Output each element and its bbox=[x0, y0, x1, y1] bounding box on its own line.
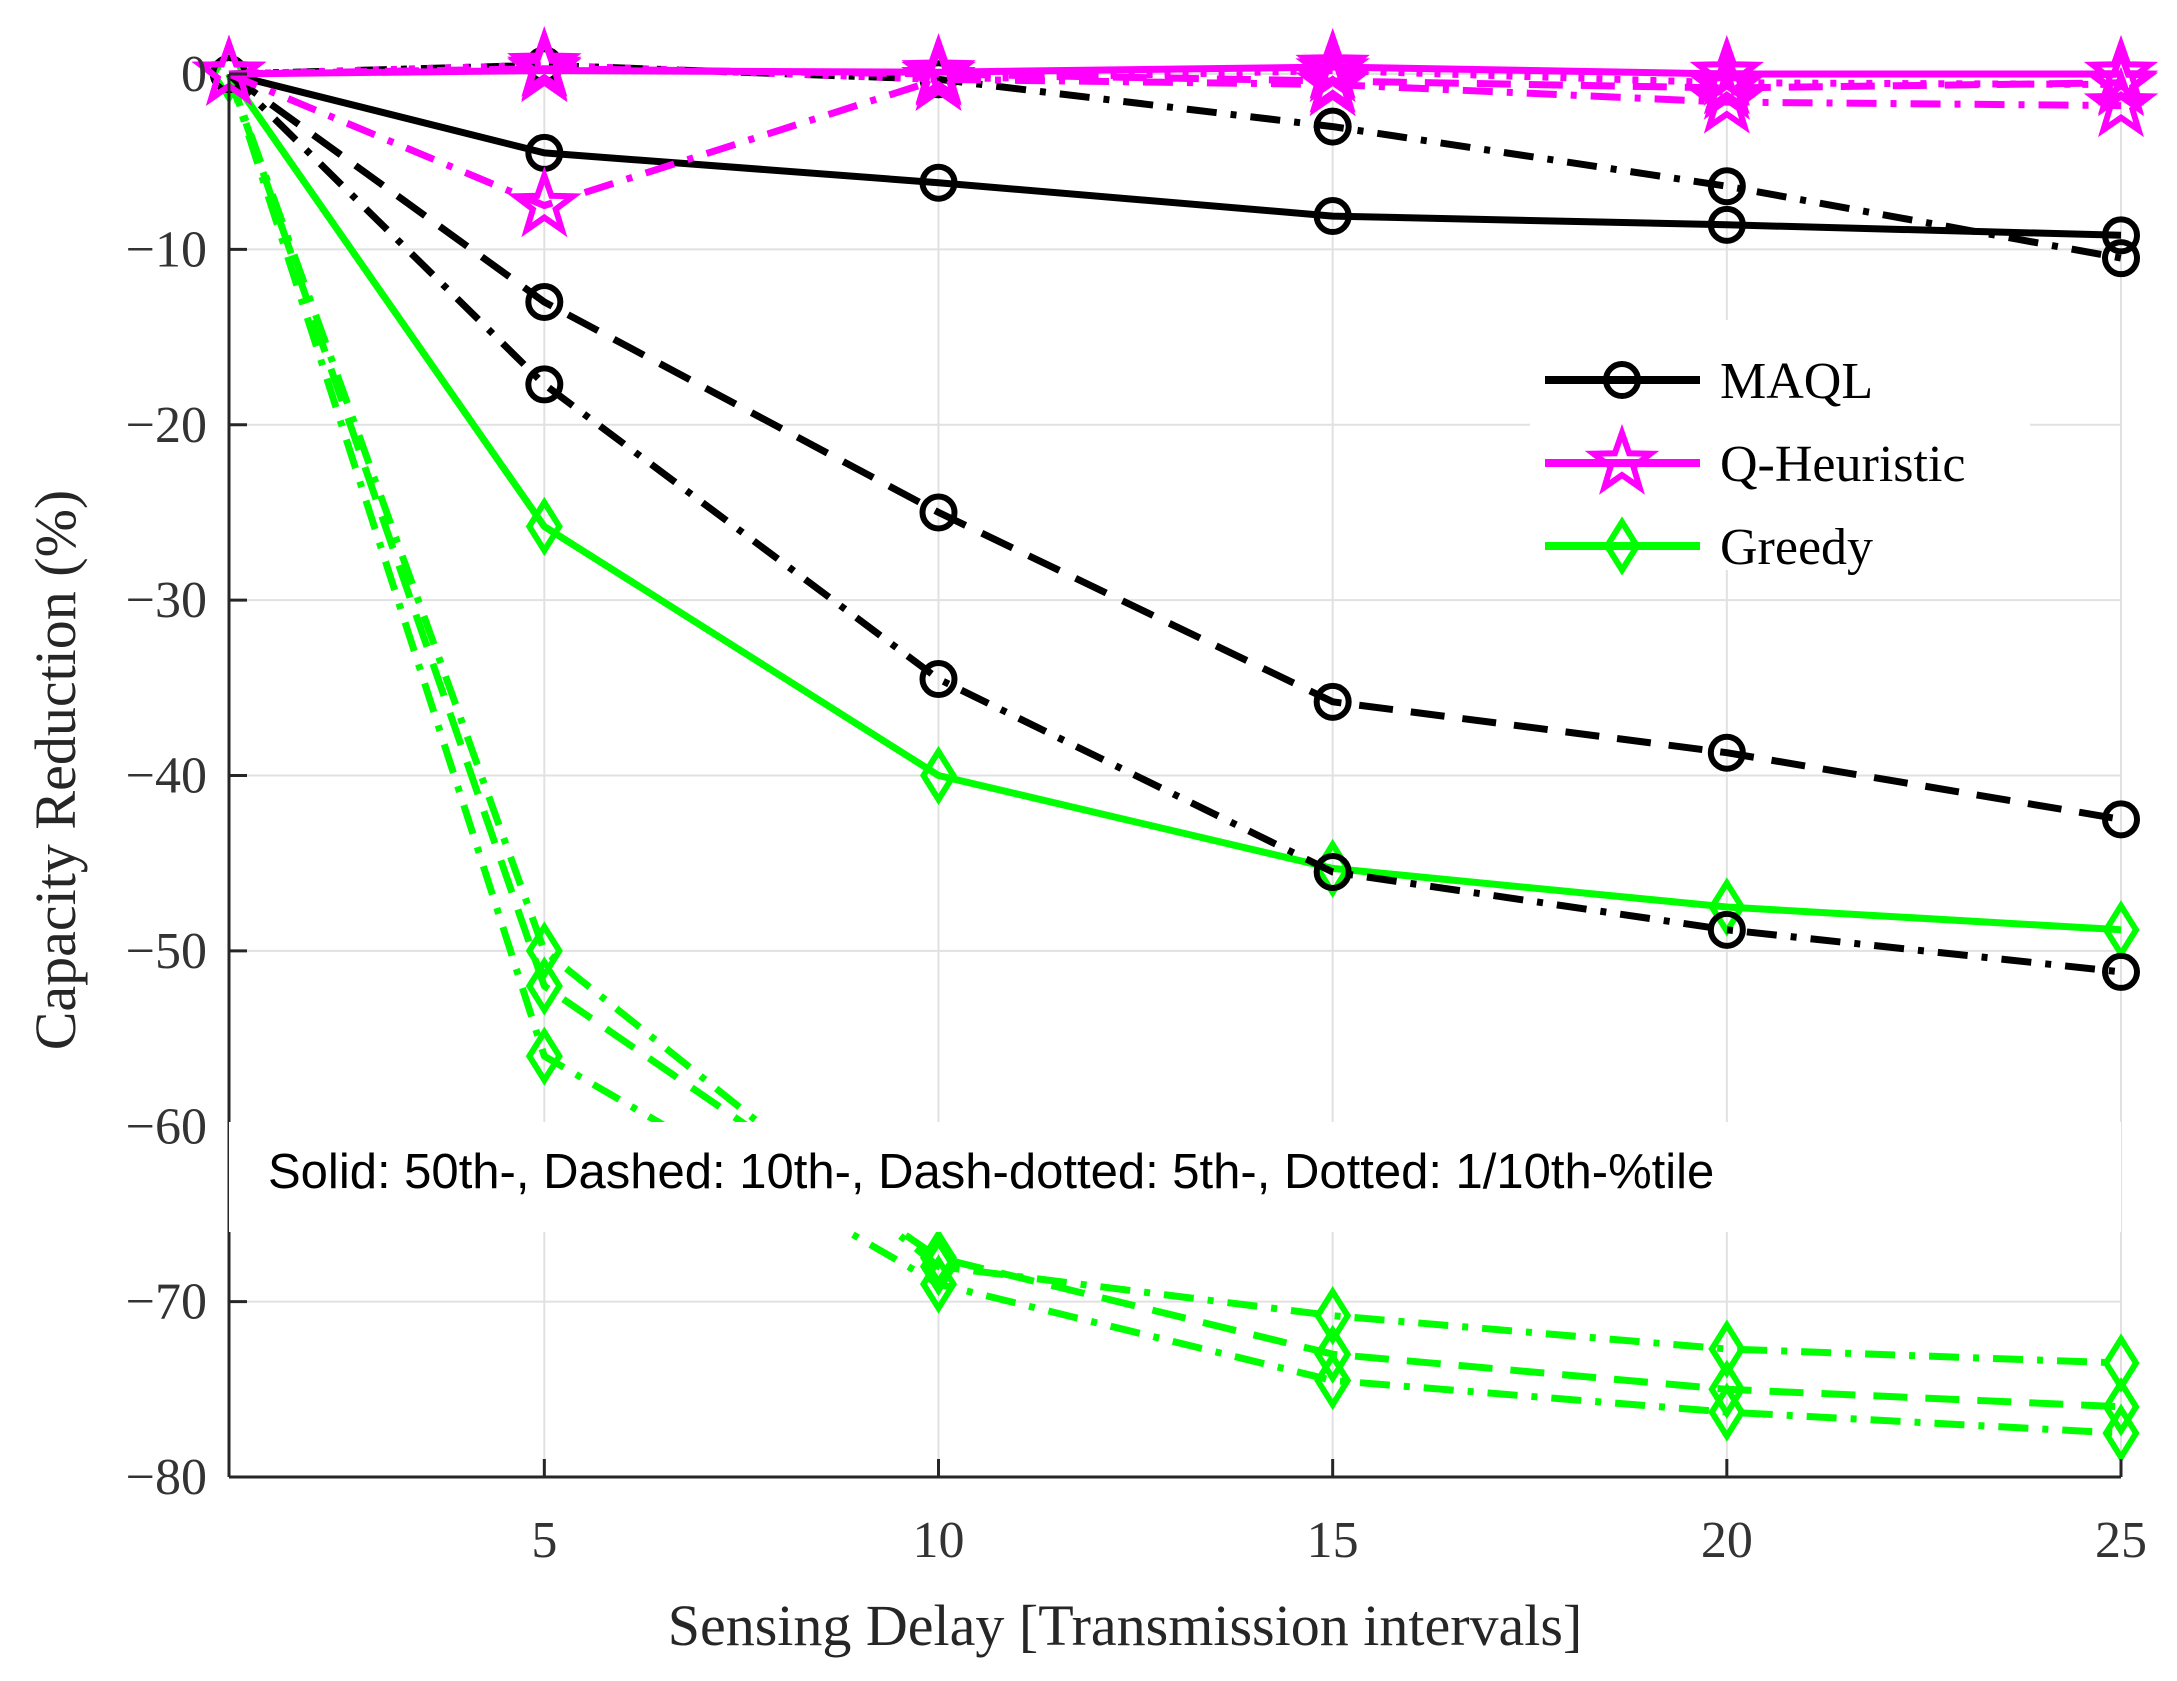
data-point bbox=[919, 660, 958, 699]
data-point bbox=[2102, 952, 2140, 991]
data-point bbox=[1313, 107, 1352, 146]
data-point bbox=[1708, 1382, 1746, 1442]
data-point bbox=[1295, 45, 1370, 117]
legend-marker bbox=[1603, 516, 1641, 576]
annotation-text: Solid: 50th-, Dashed: 10th-, Dash-dotted… bbox=[268, 1145, 1714, 1199]
tick-labels: 5 10 15 20 25 0 −10 −20 −30 −40 −50 −60 −70 −80 bbox=[126, 46, 2147, 1569]
data-point bbox=[1707, 167, 1746, 206]
y-tick-label: −70 bbox=[126, 1274, 207, 1331]
legend-label: Q-Heuristic bbox=[1720, 436, 1965, 493]
x-tick-label: 5 bbox=[531, 1512, 557, 1569]
data-point bbox=[1708, 877, 1746, 937]
data-point bbox=[2102, 216, 2140, 255]
data-point bbox=[1313, 852, 1352, 891]
y-tick-label: −60 bbox=[126, 1098, 207, 1155]
x-tick-label: 15 bbox=[1307, 1512, 1359, 1569]
x-axis-label: Sensing Delay [Transmission intervals] bbox=[668, 1593, 1583, 1658]
data-point bbox=[2102, 800, 2140, 839]
legend-label: Greedy bbox=[1720, 519, 1873, 576]
data-point bbox=[1314, 1324, 1352, 1384]
x-tick-label: 25 bbox=[2095, 1512, 2147, 1569]
series-line bbox=[226, 71, 2122, 823]
data-point bbox=[2083, 66, 2159, 138]
data-point bbox=[919, 163, 958, 202]
series-line bbox=[228, 65, 2122, 92]
data-point bbox=[1707, 205, 1746, 244]
data-point bbox=[901, 34, 976, 106]
legend-item: Greedy bbox=[1545, 516, 1873, 576]
legend-marker bbox=[1603, 361, 1641, 399]
series-maql-10th bbox=[210, 55, 2140, 839]
data-point bbox=[1707, 910, 1746, 949]
legend-background bbox=[1530, 320, 2030, 570]
data-point bbox=[2102, 1333, 2140, 1393]
series-line bbox=[226, 71, 2122, 934]
series-line bbox=[228, 70, 2122, 239]
data-point bbox=[1689, 43, 1765, 115]
y-axis-label: Capacity Reduction (%) bbox=[23, 490, 88, 1051]
series-line bbox=[225, 72, 2122, 1437]
data-point bbox=[1313, 197, 1352, 236]
data-point bbox=[525, 1026, 563, 1086]
data-point bbox=[2102, 239, 2140, 278]
data-point bbox=[919, 493, 958, 532]
x-tick-label: 10 bbox=[913, 1512, 965, 1569]
data-point bbox=[901, 40, 976, 111]
y-tick-label: −20 bbox=[126, 397, 207, 454]
data-point bbox=[1295, 31, 1370, 103]
data-point bbox=[507, 26, 582, 97]
data-point bbox=[525, 956, 563, 1016]
y-tick-label: −80 bbox=[126, 1449, 207, 1506]
legend-item: Q-Heuristic bbox=[1545, 423, 1965, 495]
legend: MAQL Q-Heuristic Greedy bbox=[1530, 320, 2030, 576]
data-point bbox=[1314, 1285, 1352, 1346]
series-line bbox=[227, 70, 2122, 209]
data-point bbox=[525, 496, 563, 557]
data-point bbox=[1314, 1350, 1352, 1411]
data-point bbox=[2083, 45, 2159, 117]
data-point bbox=[507, 166, 582, 238]
data-point bbox=[919, 745, 958, 806]
data-point bbox=[1707, 733, 1746, 772]
legend-item: MAQL bbox=[1545, 353, 1873, 410]
data-point bbox=[525, 365, 564, 404]
series-line bbox=[225, 72, 2122, 1411]
data-point bbox=[525, 282, 564, 321]
legend-label: MAQL bbox=[1720, 353, 1873, 410]
y-tick-label: −30 bbox=[126, 572, 207, 629]
annotation-box bbox=[229, 1122, 2121, 1232]
legend-marker bbox=[1584, 423, 1660, 495]
y-tick-label: −50 bbox=[126, 923, 207, 980]
series-maql-5th bbox=[210, 55, 2140, 991]
data-point bbox=[2102, 1377, 2140, 1437]
series-q-heuristic-1-10th bbox=[191, 26, 2159, 117]
y-tick-label: −40 bbox=[126, 748, 207, 805]
data-point bbox=[2102, 1403, 2140, 1463]
series-line bbox=[225, 72, 2122, 1367]
data-point bbox=[525, 921, 563, 981]
data-point bbox=[1313, 682, 1352, 721]
series-layer bbox=[191, 26, 2159, 1463]
y-tick-label: 0 bbox=[181, 46, 207, 103]
y-tick-label: −10 bbox=[126, 221, 207, 278]
x-tick-label: 20 bbox=[1701, 1512, 1753, 1569]
series-line bbox=[226, 71, 2122, 976]
data-point bbox=[919, 1254, 958, 1314]
data-point bbox=[919, 1236, 958, 1297]
data-point bbox=[1689, 62, 1765, 134]
data-point bbox=[1708, 1319, 1746, 1379]
